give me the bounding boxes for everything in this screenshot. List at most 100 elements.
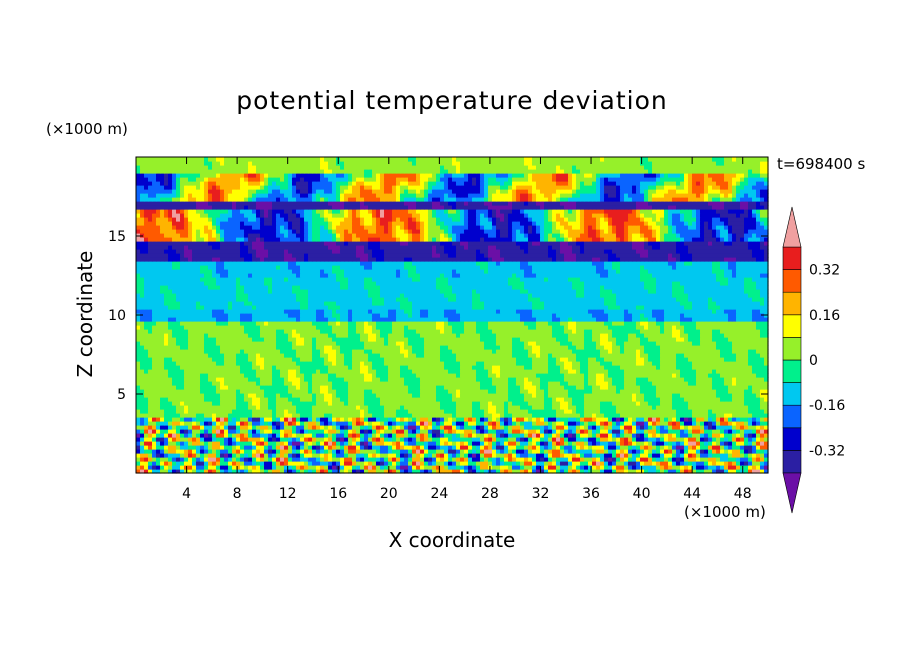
field-cell <box>532 449 537 454</box>
field-cell <box>568 437 573 442</box>
field-cell <box>676 389 681 394</box>
field-cell <box>560 397 565 402</box>
field-cell <box>304 449 309 454</box>
field-cell <box>512 381 517 386</box>
field-cell <box>256 453 261 458</box>
field-cell <box>332 469 337 474</box>
field-cell <box>556 417 561 422</box>
field-cell <box>520 409 525 414</box>
field-cell <box>700 365 705 370</box>
field-cell <box>164 401 169 406</box>
field-cell <box>156 445 161 450</box>
field-cell <box>624 445 629 450</box>
field-cell <box>184 457 189 462</box>
field-cell <box>480 449 485 454</box>
field-cell <box>476 413 481 418</box>
field-cell <box>236 405 241 410</box>
field-cell <box>220 461 225 466</box>
field-cell <box>564 397 569 402</box>
field-cell <box>468 357 473 362</box>
field-cell <box>704 361 709 366</box>
field-cell <box>188 461 193 466</box>
field-cell <box>716 381 721 386</box>
field-cell <box>500 405 505 410</box>
field-cell <box>712 441 717 446</box>
field-cell <box>600 397 605 402</box>
field-cell <box>512 409 517 414</box>
field-cell <box>328 461 333 466</box>
field-cell <box>188 345 193 350</box>
field-cell <box>268 449 273 454</box>
field-cell <box>520 421 525 426</box>
field-cell <box>388 397 393 402</box>
field-cell <box>164 385 169 390</box>
field-cell <box>748 389 753 394</box>
field-cell <box>476 397 481 402</box>
field-cell <box>548 425 553 430</box>
field-cell <box>296 381 301 386</box>
field-cell <box>388 349 393 354</box>
field-cell <box>312 397 317 402</box>
field-cell <box>328 353 333 358</box>
field-cell <box>292 405 297 410</box>
field-cell <box>268 393 273 398</box>
field-cell <box>424 445 429 450</box>
field-cell <box>672 425 677 430</box>
field-cell <box>160 445 165 450</box>
field-cell <box>252 449 257 454</box>
field-cell <box>256 417 261 422</box>
field-cell <box>232 397 237 402</box>
field-cell <box>620 465 625 470</box>
field-cell <box>640 369 645 374</box>
field-cell <box>140 405 145 410</box>
field-cell <box>552 361 557 366</box>
field-cell <box>244 433 249 438</box>
field-cell <box>452 405 457 410</box>
field-cell <box>440 465 445 470</box>
field-cell <box>568 465 573 470</box>
field-cell <box>332 449 337 454</box>
field-cell <box>144 441 149 446</box>
field-cell <box>372 349 377 354</box>
field-cell <box>144 433 149 438</box>
field-cell <box>204 353 209 358</box>
field-cell <box>400 441 405 446</box>
field-cell <box>464 405 469 410</box>
field-cell <box>756 405 761 410</box>
field-cell <box>572 381 577 386</box>
field-cell <box>652 357 657 362</box>
field-cell <box>728 461 733 466</box>
field-cell <box>608 465 613 470</box>
field-cell <box>384 373 389 378</box>
field-cell <box>288 405 293 410</box>
field-cell <box>692 453 697 458</box>
field-cell <box>296 349 301 354</box>
field-cell <box>656 385 661 390</box>
field-cell <box>324 429 329 434</box>
field-cell <box>596 449 601 454</box>
field-cell <box>664 445 669 450</box>
field-cell <box>136 465 141 470</box>
field-cell <box>456 453 461 458</box>
field-cell <box>448 421 453 426</box>
field-cell <box>304 465 309 470</box>
field-cell <box>628 469 633 474</box>
field-cell <box>296 449 301 454</box>
field-cell <box>340 349 345 354</box>
field-cell <box>592 461 597 466</box>
field-cell <box>640 461 645 466</box>
field-cell <box>316 469 321 474</box>
field-cell <box>464 425 469 430</box>
field-cell <box>476 381 481 386</box>
field-cell <box>648 437 653 442</box>
field-cell <box>516 409 521 414</box>
field-cell <box>616 469 621 474</box>
field-cell <box>628 349 633 354</box>
field-cell <box>164 457 169 462</box>
field-cell <box>256 433 261 438</box>
field-cell <box>332 437 337 442</box>
field-cell <box>480 445 485 450</box>
field-cell <box>384 369 389 374</box>
field-cell <box>480 469 485 474</box>
field-cell <box>688 373 693 378</box>
